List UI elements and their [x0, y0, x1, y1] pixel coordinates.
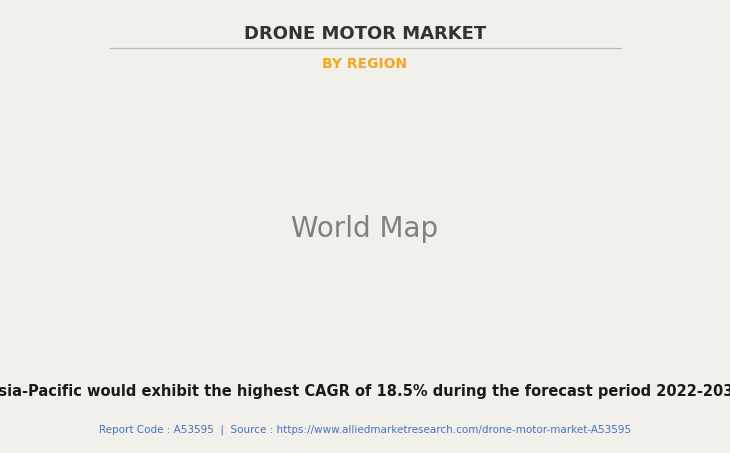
- Text: Asia-Pacific would exhibit the highest CAGR of 18.5% during the forecast period : Asia-Pacific would exhibit the highest C…: [0, 384, 730, 400]
- Text: World Map: World Map: [291, 215, 439, 243]
- Text: BY REGION: BY REGION: [323, 57, 407, 71]
- Text: Report Code : A53595  |  Source : https://www.alliedmarketresearch.com/drone-mot: Report Code : A53595 | Source : https://…: [99, 424, 631, 435]
- Text: DRONE MOTOR MARKET: DRONE MOTOR MARKET: [244, 25, 486, 43]
